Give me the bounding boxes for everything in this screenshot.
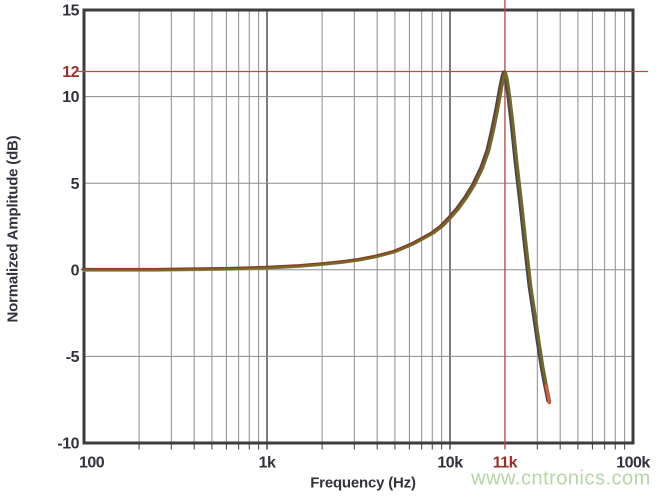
response-curve-tip (544, 384, 551, 405)
y-axis-title: Normalized Amplitude (dB) (4, 135, 22, 323)
response-curve-trace-blue (81, 70, 549, 402)
response-curve-trace-green (84, 71, 552, 403)
y-tick-label-12: 12 (62, 64, 79, 81)
response-curve-trace-red (82, 70, 550, 402)
y-tick-label--5: -5 (66, 349, 80, 366)
response-curve-trace-olive (83, 71, 551, 403)
watermark-text: www.cntronics.com (471, 467, 651, 490)
plot-border (82, 8, 635, 445)
x-axis-title: Frequency (Hz) (310, 474, 416, 492)
x-tick-label-11k: 11k (493, 455, 518, 472)
response-curve-trace-gray (81, 72, 549, 404)
y-tick-label-0: 0 (71, 262, 80, 279)
x-tick-label-100: 100 (79, 455, 105, 472)
y-tick-label-5: 5 (71, 176, 80, 193)
y-tick-label-15: 15 (62, 3, 79, 20)
y-tick-label-10: 10 (62, 89, 79, 106)
x-tick-label-10k: 10k (437, 455, 463, 472)
y-tick-label--10: -10 (57, 436, 79, 453)
x-tick-label-1k: 1k (259, 455, 276, 472)
x-tick-label-100k: 100k (616, 455, 650, 472)
